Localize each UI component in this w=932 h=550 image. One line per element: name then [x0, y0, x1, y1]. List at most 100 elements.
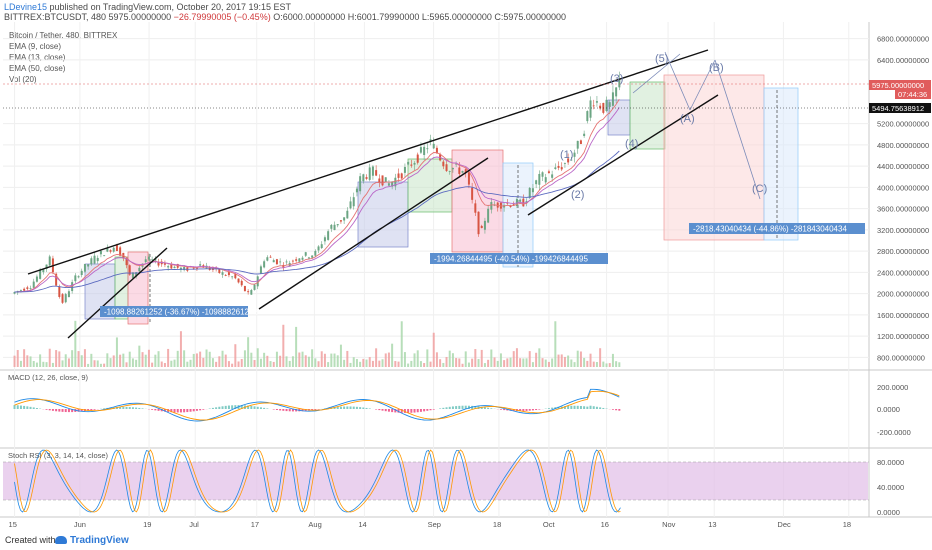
volume-bar	[433, 333, 435, 367]
candle-body	[250, 290, 252, 295]
volume-bar	[548, 362, 550, 367]
volume-bar	[33, 361, 35, 367]
candle-body	[81, 271, 83, 275]
volume-bar	[407, 364, 409, 367]
candle-body	[62, 294, 64, 303]
candle-body	[538, 174, 540, 185]
volume-bar	[62, 360, 64, 367]
candle-body	[308, 257, 310, 258]
macd-hist-bar	[154, 409, 156, 410]
volume-bar	[314, 358, 316, 367]
candle-body	[65, 294, 67, 302]
brand-name: TradingView	[70, 535, 129, 546]
macd-hist-bar	[458, 406, 460, 409]
macd-hist-bar	[122, 407, 124, 409]
candle-body	[270, 257, 272, 258]
volume-bar	[497, 361, 499, 367]
macd-hist-bar	[228, 406, 230, 409]
volume-bar	[529, 351, 531, 367]
candle-body	[449, 171, 451, 172]
volume-bar	[266, 356, 268, 367]
tradingview-logo[interactable]: TradingView	[55, 535, 129, 546]
volume-bar	[228, 361, 230, 367]
candle-body	[375, 170, 377, 175]
volume-bar	[298, 353, 300, 367]
macd-hist-bar	[548, 408, 550, 409]
candle-body	[609, 102, 611, 107]
volume-bar	[106, 353, 108, 367]
candle-body	[401, 173, 403, 178]
volume-bar	[254, 360, 256, 367]
macd-tick: 200.0000	[877, 383, 908, 392]
macd-hist-bar	[487, 408, 489, 409]
volume-bar	[388, 353, 390, 367]
macd-hist-bar	[378, 409, 380, 410]
time-tick: Oct	[543, 520, 556, 529]
volume-bar	[615, 361, 617, 367]
time-axis[interactable]: 15 Jun 19 Jul 17 Aug 14 Sep 18 Oct 16 Nov 13 Dec 18	[9, 520, 852, 529]
candle-body	[244, 286, 246, 291]
candle-body	[404, 167, 406, 173]
time-tick: 19	[143, 520, 151, 529]
volume-bar	[554, 321, 556, 367]
candle-body	[78, 276, 80, 277]
candle-body	[615, 87, 617, 96]
time-tick: Aug	[308, 520, 321, 529]
macd-hist-bar	[343, 407, 345, 409]
candle-body	[295, 259, 297, 261]
macd-hist-bar	[503, 409, 505, 410]
candle-body	[314, 251, 316, 256]
macd-hist-bar	[180, 409, 182, 412]
macd-hist-bar	[602, 408, 604, 409]
macd-hist-bar	[359, 407, 361, 409]
volume-bar	[606, 363, 608, 367]
candle-body	[113, 248, 115, 252]
volume-bar	[385, 353, 387, 367]
macd-hist-bar	[186, 409, 188, 412]
volume-bar	[327, 362, 329, 367]
volume-bar	[442, 363, 444, 367]
macd-hist-bar	[273, 409, 275, 410]
candle-body	[452, 168, 454, 169]
stoch-rsi-pane: 80.000040.00000.0000	[3, 450, 904, 517]
macd-hist-bar	[414, 409, 416, 413]
macd-hist-bar	[257, 407, 259, 409]
candle-body	[302, 258, 304, 260]
volume-bar	[263, 353, 265, 367]
candle-body	[519, 200, 521, 202]
candle-body	[340, 220, 342, 221]
author-link[interactable]: LDevine15	[4, 2, 47, 12]
candle-body	[487, 209, 489, 223]
candle-body	[346, 211, 348, 219]
volume-bar	[609, 363, 611, 367]
chart-canvas[interactable]: 800.00000000 1200.00000000 1600.00000000 20…	[0, 22, 932, 530]
candle-body	[231, 276, 233, 277]
volume-bar	[446, 357, 448, 367]
candle-body	[260, 266, 262, 273]
macd-hist-bar	[46, 409, 48, 410]
candle-body	[532, 188, 534, 192]
macd-hist-bar	[286, 409, 288, 411]
volume-bar	[273, 362, 275, 367]
volume-bar	[180, 331, 182, 367]
volume-bar	[113, 355, 115, 367]
candle-body	[535, 180, 537, 184]
volume-bar	[538, 348, 540, 367]
volume-bar	[308, 357, 310, 367]
candle-body	[551, 174, 553, 177]
candle-body	[580, 140, 582, 144]
volume-bar	[596, 362, 598, 367]
time-tick: 17	[251, 520, 259, 529]
macd-hist-bar	[596, 407, 598, 409]
time-tick: 18	[493, 520, 501, 529]
volume-bar	[452, 353, 454, 367]
time-tick: Sep	[428, 520, 441, 529]
price-change: −26.79990005 (−0.45%)	[171, 12, 271, 22]
macd-hist-bar	[190, 409, 192, 412]
macd-hist-bar	[522, 409, 524, 411]
volume-bar	[174, 360, 176, 367]
candle-body	[225, 275, 227, 276]
wave-2: (2)	[571, 189, 584, 201]
macd-hist-bar	[183, 409, 185, 412]
volume-bar	[471, 359, 473, 367]
